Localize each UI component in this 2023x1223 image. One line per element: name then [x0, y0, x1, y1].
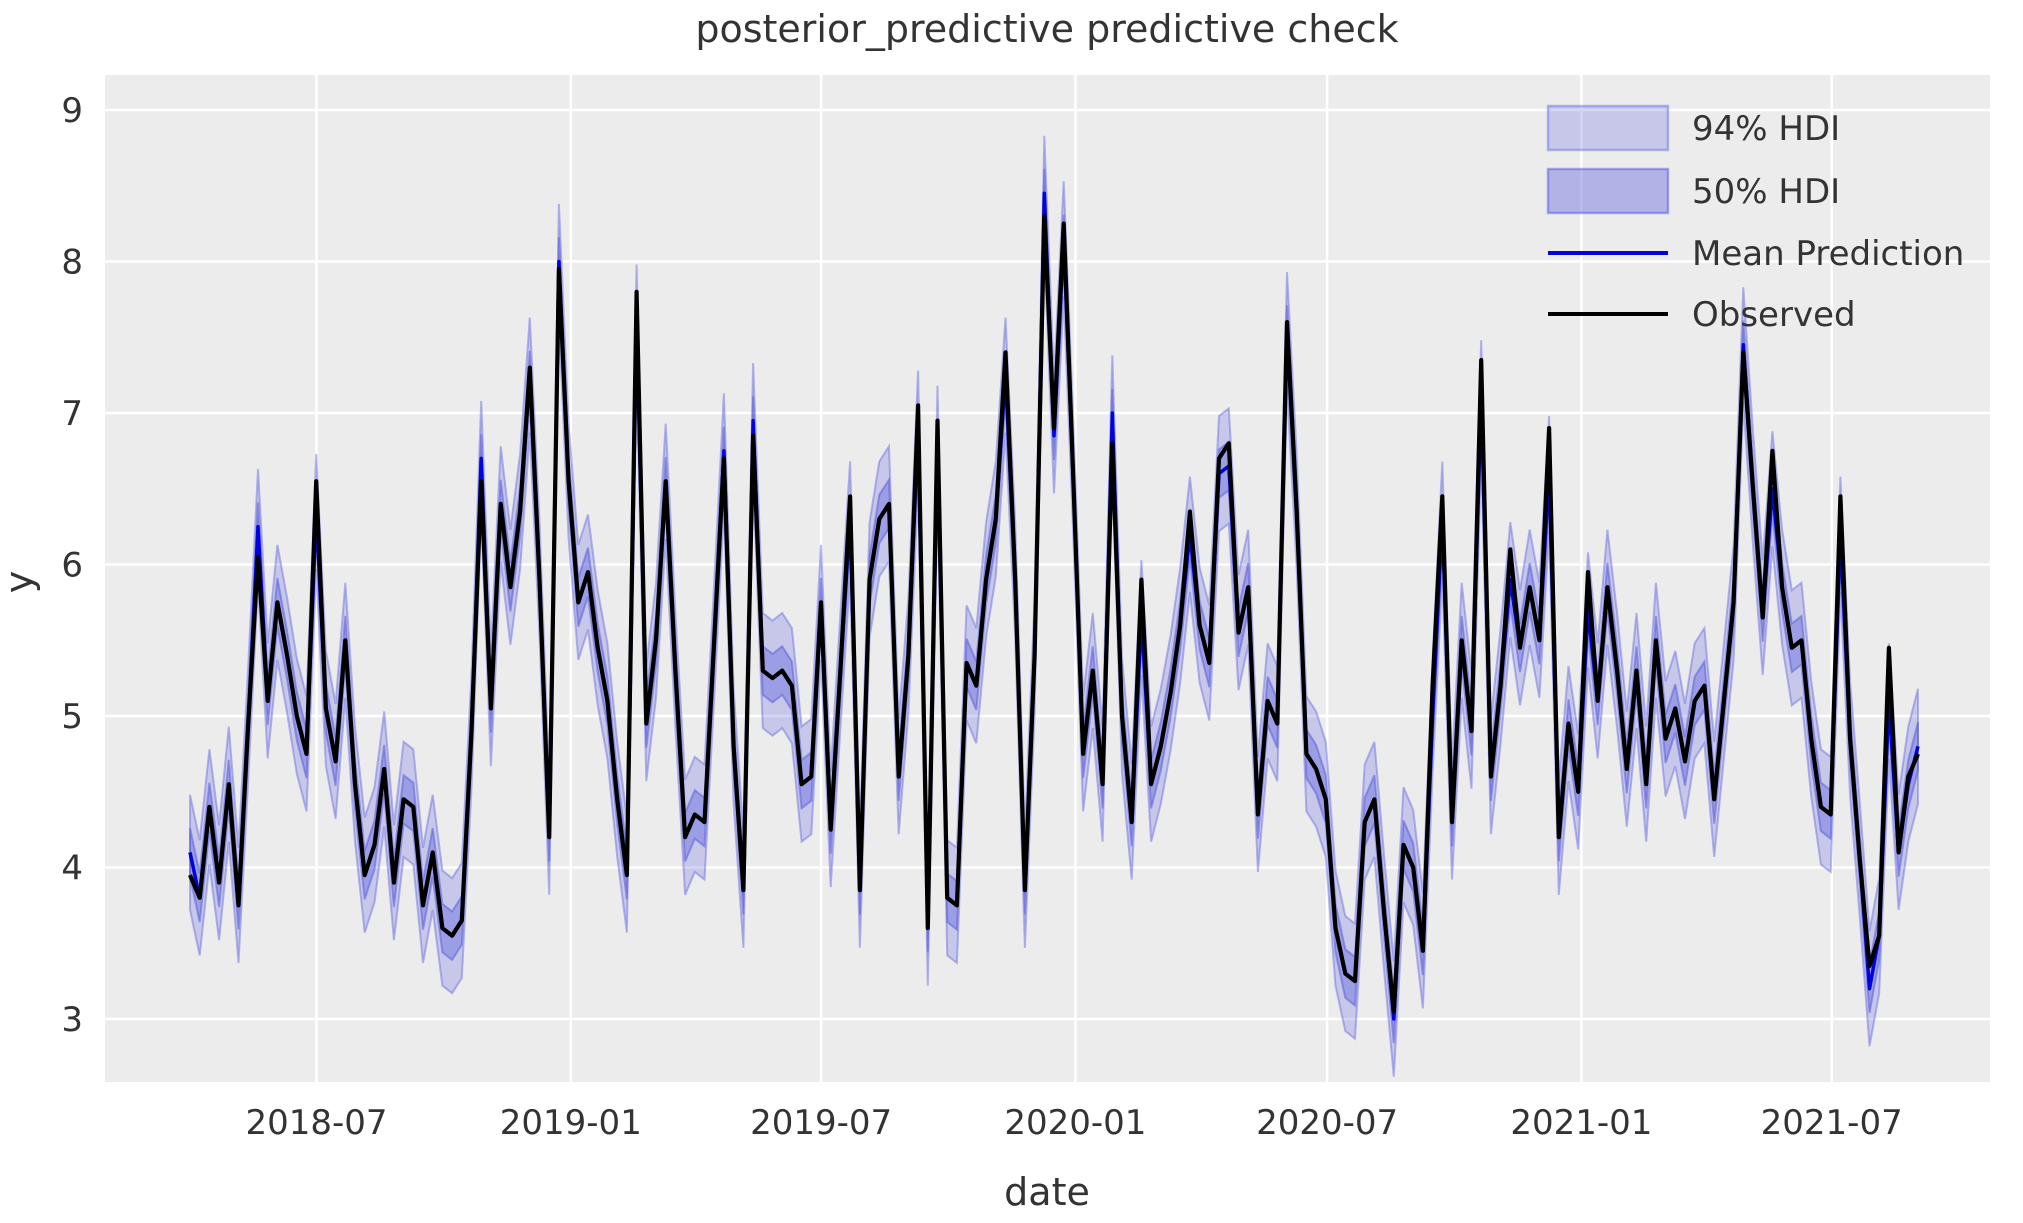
legend-label: Observed	[1692, 295, 1856, 335]
y-tick-label: 4	[61, 849, 83, 889]
y-tick-label: 5	[61, 697, 83, 737]
legend-swatch	[1546, 167, 1670, 215]
y-tick-label: 3	[61, 1000, 83, 1040]
tick-labels: 3 4 5 6 7 8 9 2018-07 2019-01 2019-07 2020-01 2020-…	[61, 91, 1902, 1143]
legend-label: 94% HDI	[1692, 109, 1840, 149]
legend-item-observed: Observed	[1548, 295, 1856, 335]
legend-label: 50% HDI	[1692, 172, 1840, 212]
y-axis-label: y	[0, 571, 41, 594]
x-tick-label: 2021-07	[1761, 1103, 1903, 1143]
y-tick-label: 9	[61, 91, 83, 131]
x-tick-label: 2021-01	[1510, 1103, 1652, 1143]
x-axis-label: date	[1004, 1170, 1090, 1214]
observed-line	[188, 213, 1920, 1014]
legend-item-50-hdi: 50% HDI	[1546, 167, 1840, 215]
legend-swatch	[1546, 104, 1670, 152]
x-tick-label: 2018-07	[245, 1103, 387, 1143]
x-tick-label: 2019-07	[750, 1103, 892, 1143]
legend: 94% HDI 50% HDI Mean Prediction Observed	[1546, 104, 1964, 335]
y-tick-label: 8	[61, 243, 83, 283]
chart-title: posterior_predictive predictive check	[695, 7, 1398, 51]
y-tick-label: 7	[61, 394, 83, 434]
x-tick-label: 2019-01	[500, 1103, 642, 1143]
legend-item-94-hdi: 94% HDI	[1546, 104, 1840, 152]
y-tick-label: 6	[61, 546, 83, 586]
plot-layers	[188, 135, 1920, 1077]
legend-label: Mean Prediction	[1692, 234, 1964, 274]
x-tick-label: 2020-07	[1256, 1103, 1398, 1143]
x-tick-label: 2020-01	[1004, 1103, 1146, 1143]
legend-item-mean-prediction: Mean Prediction	[1548, 234, 1964, 274]
